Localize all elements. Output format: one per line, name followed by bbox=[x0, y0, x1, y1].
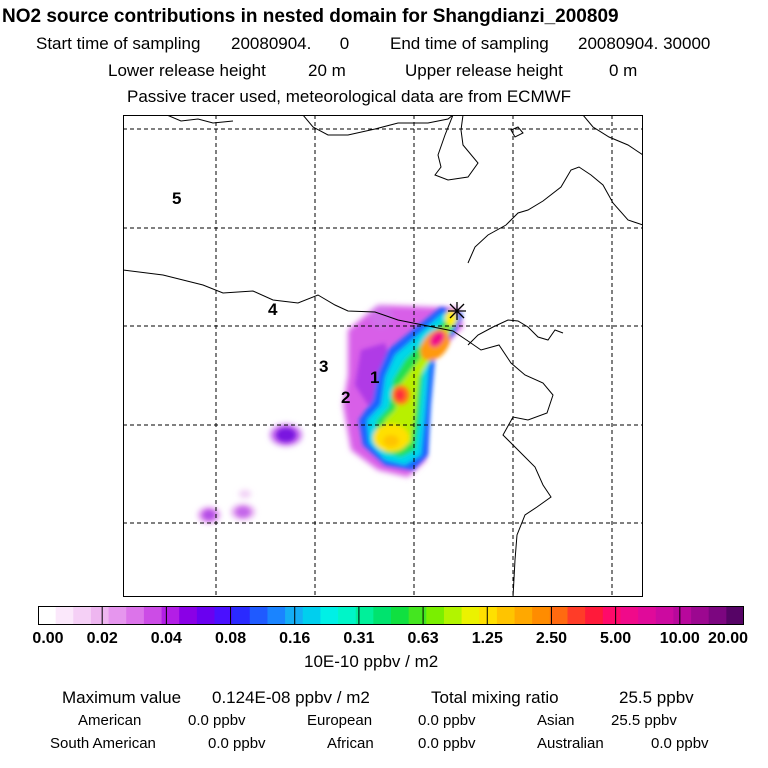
colorbar-cell bbox=[232, 606, 251, 625]
colorbar-cell bbox=[38, 606, 57, 625]
asian-value: 25.5 ppbv bbox=[611, 712, 677, 729]
colorbar-cell bbox=[391, 606, 410, 625]
colorbar-cell bbox=[496, 606, 515, 625]
colorbar-tick-label: 20.00 bbox=[707, 630, 749, 647]
colorbar-cell bbox=[214, 606, 233, 625]
colorbar-tick-label: 10.00 bbox=[659, 630, 700, 647]
map-panel: 5 4 3 1 2 bbox=[123, 115, 643, 597]
colorbar-units: 10E-10 ppbv / m2 bbox=[304, 652, 439, 671]
start-time-label: Start time of sampling bbox=[36, 34, 201, 53]
colorbar-tick-label: 2.50 bbox=[535, 630, 568, 647]
colorbar-cell bbox=[479, 606, 498, 625]
colorbar-cell bbox=[161, 606, 180, 625]
region-label-1: 1 bbox=[370, 368, 379, 387]
colorbar-cell bbox=[673, 606, 692, 625]
lower-height-value: 20 m bbox=[308, 61, 346, 80]
upper-height-label: Upper release height bbox=[405, 61, 563, 80]
colorbar-cell bbox=[55, 606, 74, 625]
colorbar-cell bbox=[443, 606, 462, 625]
colorbar bbox=[38, 606, 744, 625]
max-value: 0.124E-08 ppbv / m2 bbox=[212, 688, 370, 707]
colorbar-cell bbox=[426, 606, 445, 625]
max-value-label: Maximum value bbox=[62, 688, 182, 707]
colorbar-cell bbox=[691, 606, 710, 625]
colorbar-cell bbox=[514, 606, 533, 625]
colorbar-tick-label: 1.25 bbox=[471, 630, 503, 647]
tracer-note: Passive tracer used, meteorological data… bbox=[127, 87, 572, 106]
colorbar-cell bbox=[567, 606, 586, 625]
graticule bbox=[123, 115, 643, 597]
region-label-2: 2 bbox=[341, 388, 350, 407]
south-american-value: 0.0 ppbv bbox=[208, 735, 266, 752]
colorbar-cell bbox=[726, 606, 744, 625]
contribution-plume bbox=[198, 305, 463, 523]
page-title: NO2 source contributions in nested domai… bbox=[2, 6, 619, 27]
colorbar-cell bbox=[585, 606, 604, 625]
region-label-4: 4 bbox=[268, 300, 278, 319]
colorbar-tick-label: 0.31 bbox=[343, 630, 375, 647]
colorbar-tick-label: 0.02 bbox=[86, 630, 118, 647]
colorbar-cell bbox=[655, 606, 674, 625]
colorbar-cell bbox=[549, 606, 568, 625]
colorbar-cell bbox=[408, 606, 427, 625]
colorbar-cell bbox=[143, 606, 162, 625]
station-star-icon bbox=[448, 302, 466, 320]
colorbar-cell bbox=[620, 606, 639, 625]
start-time-value: 20080904. 0 bbox=[231, 34, 350, 53]
colorbar-tick-label: 0.16 bbox=[279, 630, 311, 647]
colorbar-cell bbox=[638, 606, 657, 625]
colorbar-cell bbox=[355, 606, 374, 625]
european-label: European bbox=[307, 712, 373, 729]
colorbar-cell bbox=[90, 606, 109, 625]
colorbar-cell bbox=[373, 606, 392, 625]
region-label-5: 5 bbox=[172, 189, 181, 208]
colorbar-tick-label: 0.08 bbox=[214, 630, 247, 647]
total-mixing-label: Total mixing ratio bbox=[431, 688, 559, 707]
colorbar-tick-label: 5.00 bbox=[600, 630, 632, 647]
african-label: African bbox=[327, 735, 374, 752]
australian-value: 0.0 ppbv bbox=[651, 735, 709, 752]
colorbar-cell bbox=[73, 606, 92, 625]
colorbar-cell bbox=[532, 606, 551, 625]
colorbar-cell bbox=[196, 606, 215, 625]
colorbar-tick-label: 0.63 bbox=[407, 630, 439, 647]
colorbar-cell bbox=[179, 606, 198, 625]
colorbar-cell bbox=[708, 606, 727, 625]
european-value: 0.0 ppbv bbox=[418, 712, 476, 729]
colorbar-cell bbox=[461, 606, 480, 625]
end-time-label: End time of sampling bbox=[390, 34, 549, 53]
colorbar-cell bbox=[108, 606, 127, 625]
region-label-3: 3 bbox=[319, 357, 328, 376]
colorbar-tick-label: 0.04 bbox=[150, 630, 182, 647]
total-mixing-value: 25.5 ppbv bbox=[619, 688, 694, 707]
african-value: 0.0 ppbv bbox=[418, 735, 476, 752]
colorbar-cell bbox=[126, 606, 145, 625]
upper-height-value: 0 m bbox=[609, 61, 638, 80]
colorbar-tick-label: 0.00 bbox=[32, 630, 64, 647]
colorbar-cell bbox=[249, 606, 268, 625]
colorbar-cell bbox=[285, 606, 304, 625]
colorbar-cell bbox=[320, 606, 339, 625]
american-label: American bbox=[78, 712, 142, 729]
south-american-label: South American bbox=[50, 735, 156, 752]
asian-label: Asian bbox=[537, 712, 575, 729]
lower-height-label: Lower release height bbox=[108, 61, 266, 80]
end-time-value: 20080904. 30000 bbox=[578, 34, 711, 53]
american-value: 0.0 ppbv bbox=[188, 712, 246, 729]
australian-label: Australian bbox=[537, 735, 604, 752]
colorbar-cell bbox=[338, 606, 357, 625]
colorbar-cell bbox=[302, 606, 321, 625]
colorbar-cell bbox=[267, 606, 286, 625]
colorbar-cell bbox=[602, 606, 621, 625]
